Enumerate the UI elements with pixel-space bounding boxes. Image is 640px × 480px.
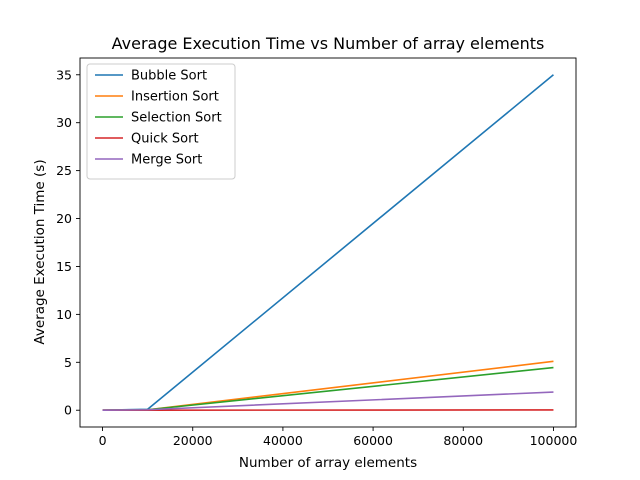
x-axis-ticks: 0 20000 40000 60000 80000 100000 (99, 427, 578, 448)
y-axis-ticks: 0 5 10 15 20 25 30 35 (56, 67, 80, 418)
y-tick-label: 20 (56, 211, 72, 226)
y-tick-label: 30 (56, 115, 72, 130)
legend-label: Insertion Sort (131, 90, 219, 105)
series-line-merge-sort (102, 391, 554, 412)
x-tick-label: 100000 (530, 433, 578, 448)
x-tick-label: 80000 (443, 433, 483, 448)
x-tick-label: 60000 (353, 433, 393, 448)
legend: Bubble Sort Insertion Sort Selection Sort Q… (86, 63, 236, 180)
legend-label: Merge Sort (131, 153, 202, 168)
plot-area (79, 57, 577, 428)
series-lines (102, 74, 554, 412)
y-tick-label: 35 (56, 67, 72, 82)
y-tick-label: 5 (64, 355, 72, 370)
legend-label: Bubble Sort (131, 69, 207, 84)
series-line-insertion-sort (102, 360, 554, 412)
legend-label: Selection Sort (131, 111, 222, 126)
x-tick-label: 20000 (173, 433, 213, 448)
y-tick-label: 25 (56, 163, 72, 178)
y-tick-label: 0 (64, 403, 72, 418)
legend-label: Quick Sort (131, 132, 199, 147)
y-axis-label: Average Execution Time (s) (32, 159, 48, 344)
x-tick-label: 40000 (263, 433, 303, 448)
chart-title: Average Execution Time vs Number of arra… (112, 34, 545, 53)
legend-box (86, 63, 236, 180)
plot-frame (79, 57, 577, 428)
y-tick-label: 15 (56, 259, 72, 274)
y-tick-label: 10 (56, 307, 72, 322)
x-tick-label: 0 (99, 433, 107, 448)
x-axis-label: Number of array elements (239, 455, 417, 471)
